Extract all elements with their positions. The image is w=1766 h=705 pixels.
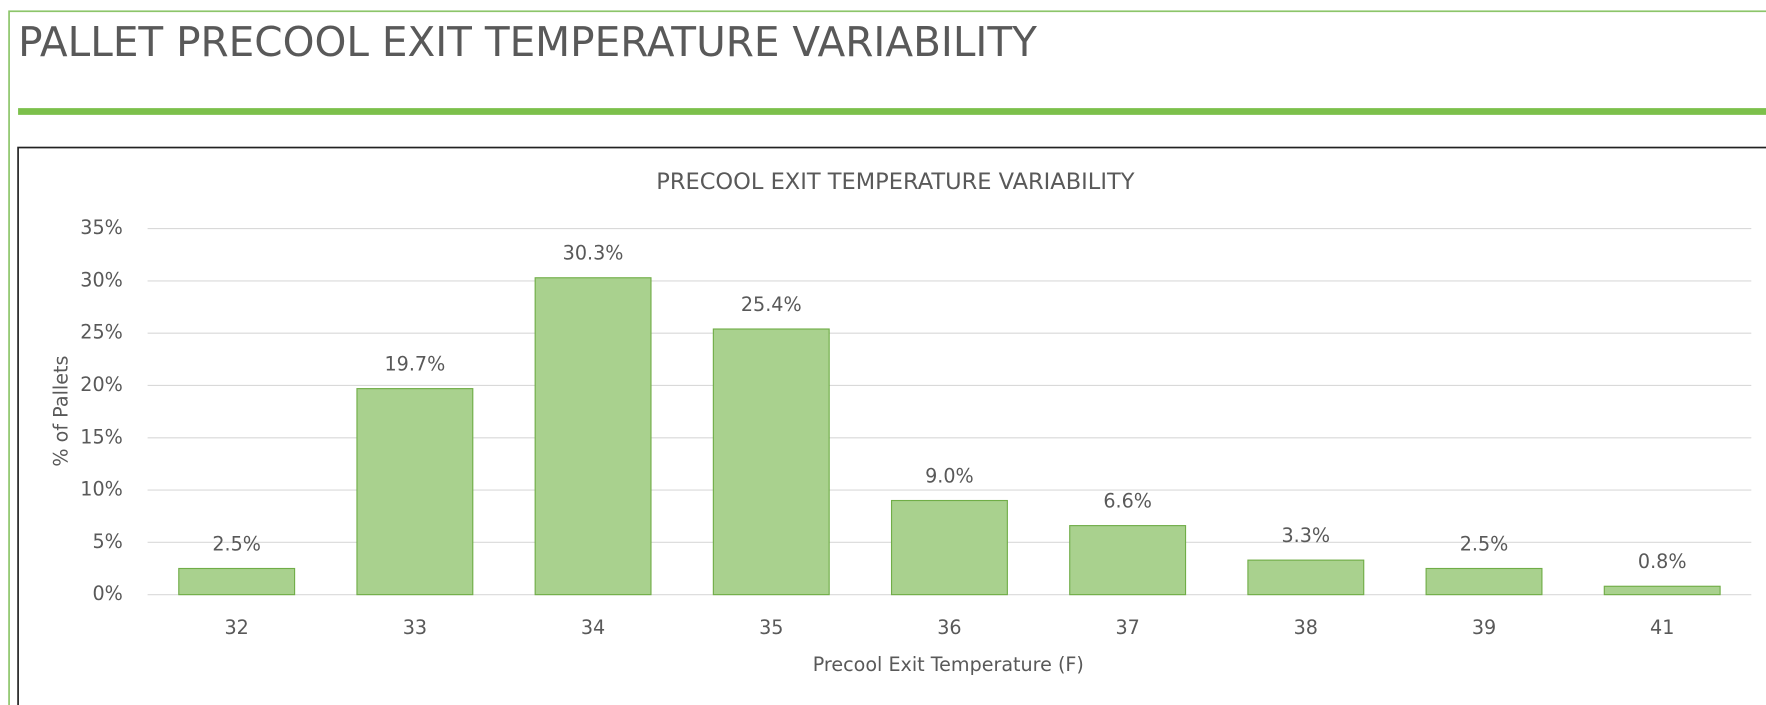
x-tick-label: 38 xyxy=(1294,616,1318,639)
data-label: 19.7% xyxy=(384,352,445,375)
x-tick-label: 36 xyxy=(937,616,961,639)
bar xyxy=(178,567,296,596)
x-tick-label: 37 xyxy=(1115,616,1139,639)
chart-title: PRECOOL EXIT TEMPERATURE VARIABILITY xyxy=(656,169,1134,195)
data-label: 30.3% xyxy=(563,242,624,265)
data-label: 0.8% xyxy=(1638,550,1687,573)
data-label: 2.5% xyxy=(212,532,261,555)
x-tick-label: 41 xyxy=(1650,616,1674,639)
y-tick-label: 15% xyxy=(80,425,123,448)
bar xyxy=(890,499,1008,596)
x-tick-label: 35 xyxy=(759,616,783,639)
bar xyxy=(1247,559,1365,596)
bar xyxy=(534,277,652,596)
bar xyxy=(356,388,474,596)
bar xyxy=(1603,585,1721,596)
x-tick-label: 34 xyxy=(581,616,605,639)
y-tick-label: 35% xyxy=(80,216,123,239)
chart-frame xyxy=(17,146,1766,705)
bar xyxy=(1069,525,1187,596)
y-axis-label: % of Pallets xyxy=(50,356,73,467)
bar xyxy=(1425,567,1543,596)
page-frame xyxy=(8,10,1766,705)
data-label: 9.0% xyxy=(925,464,974,487)
data-label: 3.3% xyxy=(1282,524,1331,547)
y-tick-label: 25% xyxy=(80,321,123,344)
y-tick-label: 20% xyxy=(80,373,123,396)
x-tick-label: 39 xyxy=(1472,616,1496,639)
page-title: PALLET PRECOOL EXIT TEMPERATURE VARIABIL… xyxy=(18,18,1037,66)
data-label: 2.5% xyxy=(1460,532,1509,555)
x-tick-label: 33 xyxy=(403,616,427,639)
data-label: 6.6% xyxy=(1103,489,1152,512)
y-tick-label: 10% xyxy=(80,478,123,501)
title-rule xyxy=(18,108,1766,115)
y-tick-label: 30% xyxy=(80,268,123,291)
x-tick-label: 32 xyxy=(225,616,249,639)
x-axis-label: Precool Exit Temperature (F) xyxy=(813,653,1084,676)
y-tick-label: 0% xyxy=(92,582,122,605)
bar xyxy=(712,328,830,596)
y-tick-label: 5% xyxy=(92,530,122,553)
data-label: 25.4% xyxy=(741,293,802,316)
